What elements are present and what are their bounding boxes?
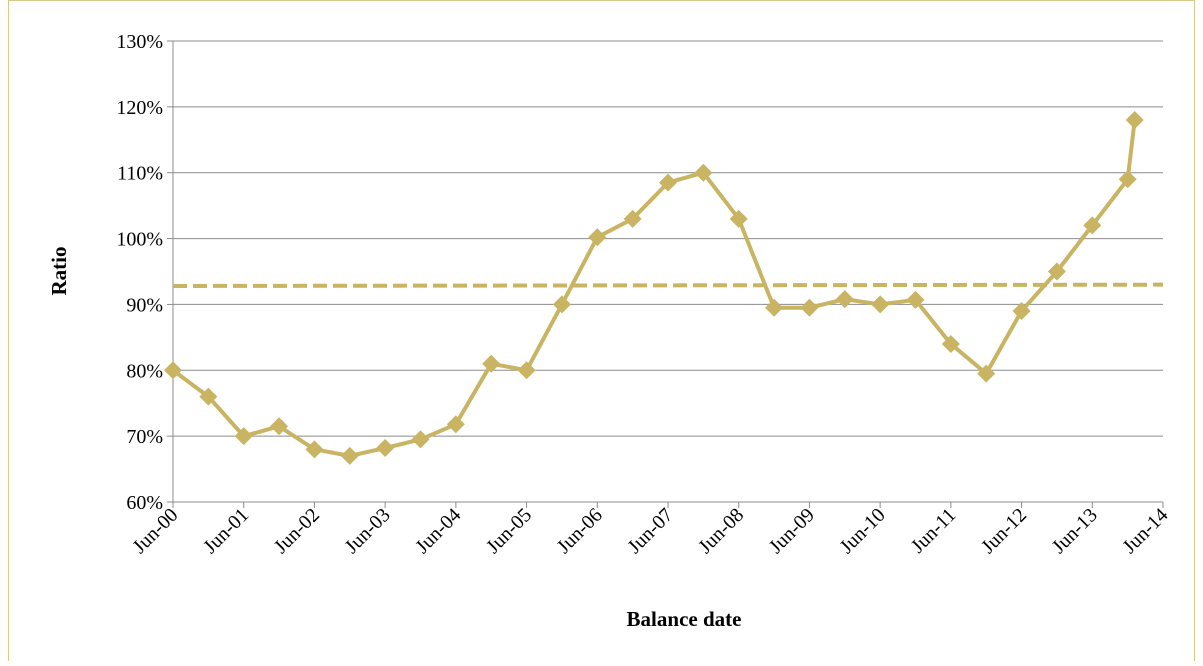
y-tick-label: 100%	[116, 229, 163, 251]
data-point	[376, 438, 395, 457]
x-tick-label: Jun-12	[977, 504, 1031, 558]
data-point	[482, 354, 501, 373]
x-tick-label: Jun-02	[270, 504, 324, 558]
data-point	[411, 430, 430, 449]
x-tick-label: Jun-05	[482, 504, 536, 558]
x-tick-label: Jun-08	[694, 504, 748, 558]
data-point	[270, 417, 289, 436]
data-point	[340, 446, 359, 465]
y-tick-label: 110%	[117, 163, 163, 185]
data-point	[305, 440, 324, 459]
data-point	[694, 163, 713, 182]
x-tick-label: Jun-07	[623, 504, 677, 558]
x-tick-label: Jun-06	[553, 504, 607, 558]
x-tick-label: Jun-11	[907, 504, 961, 558]
x-tick-label: Jun-13	[1048, 504, 1102, 558]
y-tick-label: 60%	[126, 492, 163, 514]
x-tick-label: Jun-10	[836, 504, 890, 558]
data-point	[199, 387, 218, 406]
data-point	[446, 415, 465, 434]
y-tick-label: 70%	[126, 426, 163, 448]
data-line	[171, 119, 1137, 458]
data-point	[800, 298, 819, 317]
data-point	[1012, 302, 1031, 321]
data-point	[517, 361, 536, 380]
data-point	[1125, 111, 1144, 130]
y-tick-label: 90%	[126, 294, 163, 316]
x-tick-label: Jun-14	[1118, 504, 1172, 558]
x-tick-label: Jun-09	[765, 504, 819, 558]
x-tick-label: Jun-03	[341, 504, 395, 558]
data-point	[906, 290, 925, 309]
data-point	[941, 334, 960, 353]
data-point	[1047, 262, 1066, 281]
data-point	[588, 228, 607, 247]
data-point	[977, 364, 996, 383]
y-tick-label: 130%	[116, 31, 163, 53]
data-point	[765, 298, 784, 317]
x-tick-label: Jun-04	[411, 504, 465, 558]
data-point	[234, 427, 253, 446]
data-point	[729, 209, 748, 228]
data-point	[1118, 170, 1137, 189]
x-tick-label: Jun-01	[199, 504, 253, 558]
data-point	[835, 290, 854, 309]
y-tick-label: 120%	[116, 97, 163, 119]
data-point	[623, 209, 642, 228]
y-tick-label: 80%	[126, 360, 163, 382]
trend-line	[172, 282, 1164, 288]
data-point	[552, 295, 571, 314]
y-axis-title: Ratio	[47, 247, 71, 296]
x-axis-title: Balance date	[627, 607, 742, 631]
chart-frame	[8, 0, 1195, 666]
data-point	[164, 361, 182, 380]
data-point	[659, 173, 677, 192]
data-point	[1083, 216, 1102, 235]
data-point	[871, 295, 890, 314]
